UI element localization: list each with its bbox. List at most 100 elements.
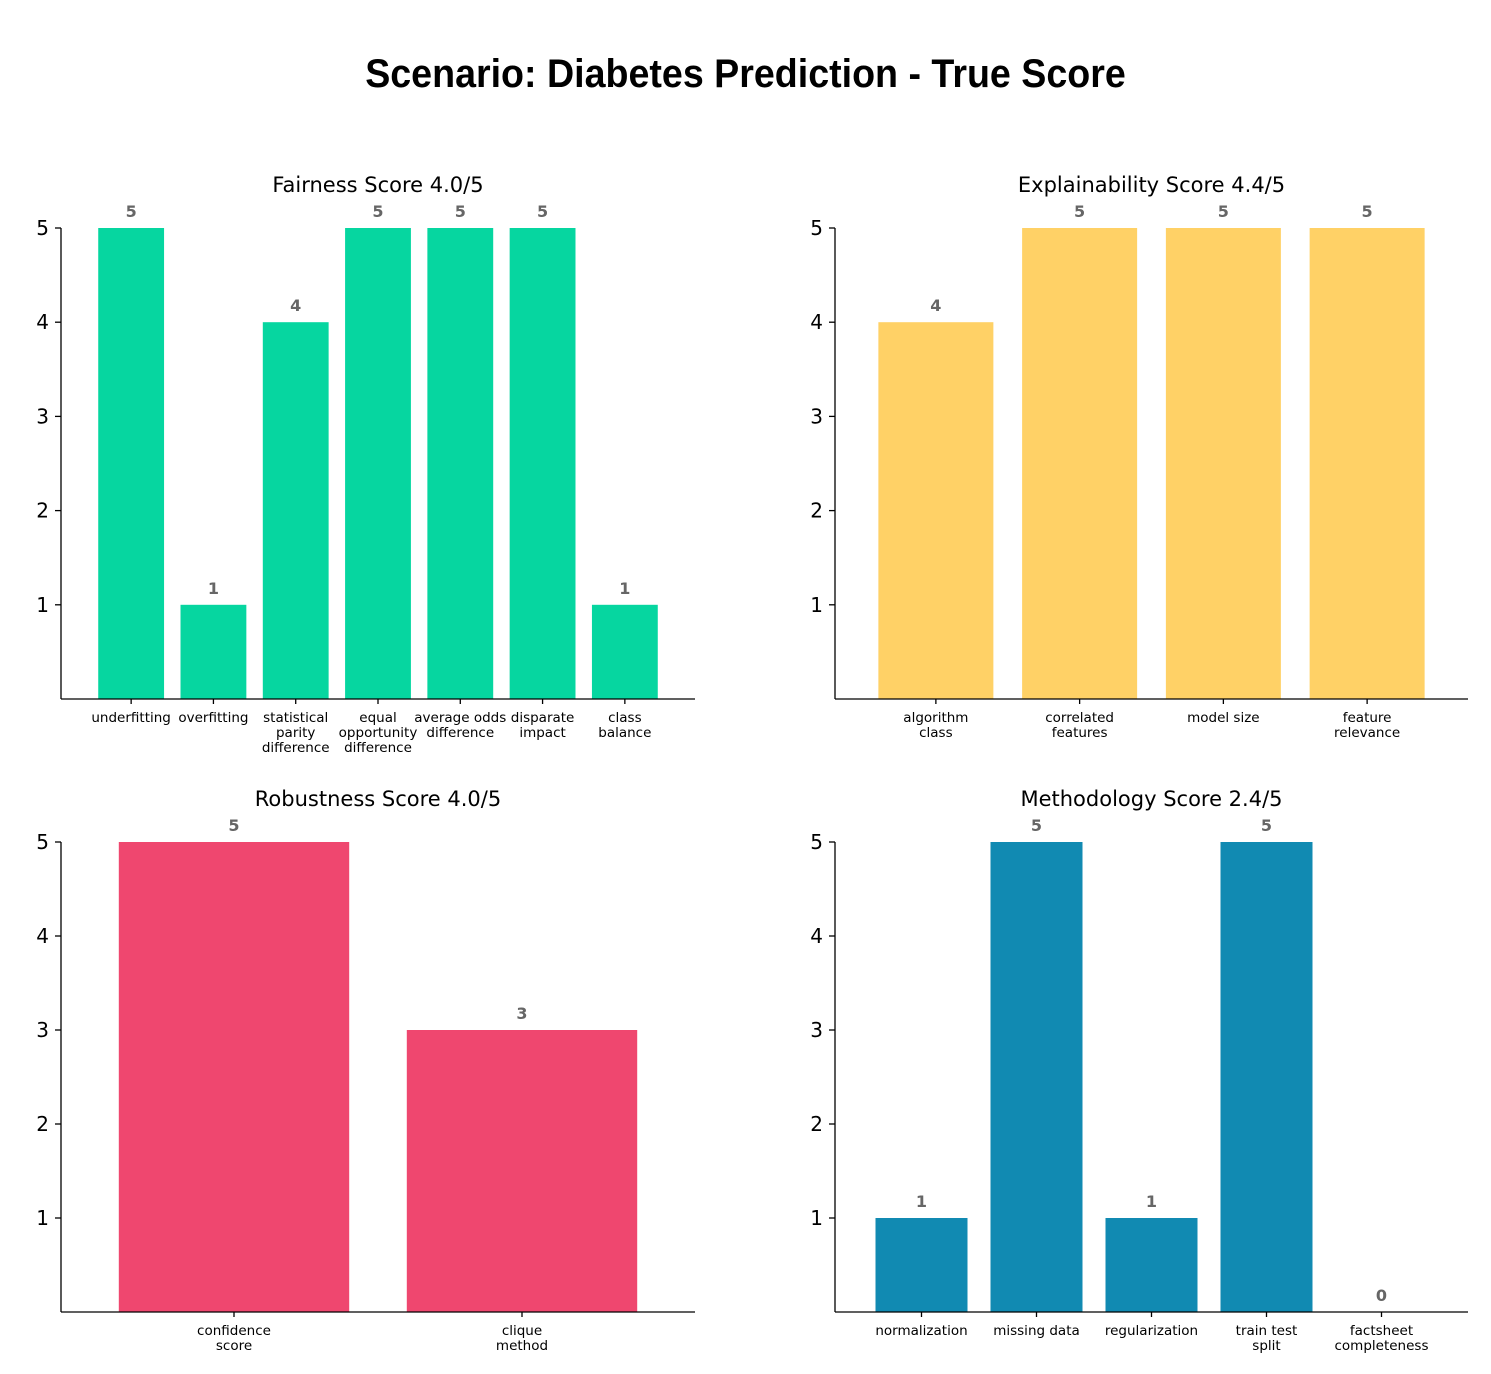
y-tick-label: 4 (36, 310, 49, 334)
bar (1220, 842, 1313, 1312)
x-tick-label: statistical parity difference (262, 710, 330, 756)
chart-title: Robustness Score 4.0/5 (255, 787, 501, 811)
y-tick-label: 1 (810, 1206, 823, 1230)
y-tick-label: 5 (36, 830, 49, 854)
data-label: 5 (537, 202, 548, 221)
chart-panel-2: Explainability Score 4.4/5 4 algorithm clas… (810, 173, 1468, 741)
y-tick-label: 4 (36, 924, 49, 948)
bar (1165, 228, 1281, 699)
x-tick-label: normalization (875, 1323, 967, 1339)
x-tick-label-line: score (216, 1338, 252, 1354)
x-tick-label-line: overfitting (178, 710, 248, 726)
data-label: 1 (208, 579, 219, 598)
bar (591, 604, 658, 699)
data-label: 5 (1074, 202, 1085, 221)
chart-title: Fairness Score 4.0/5 (272, 173, 483, 197)
x-tick-label-line: opportunity (339, 725, 418, 741)
data-label: 5 (455, 202, 466, 221)
x-tick-label-line: algorithm (903, 710, 968, 726)
x-tick-label-line: difference (344, 740, 412, 756)
x-tick-label: class balance (598, 710, 651, 741)
y-tick-label: 2 (810, 1112, 823, 1136)
x-tick-label-line: factsheet (1350, 1323, 1413, 1339)
x-tick-label-line: difference (262, 740, 330, 756)
bar (262, 322, 329, 699)
x-tick-label-line: equal (359, 710, 396, 726)
bar (878, 322, 994, 699)
data-label: 5 (1261, 816, 1272, 835)
x-tick-label: clique method (496, 1323, 548, 1354)
y-tick-label: 2 (36, 499, 49, 523)
bar (1022, 228, 1138, 699)
bar (98, 228, 165, 699)
data-label: 4 (930, 296, 941, 315)
x-tick-label-line: clique (502, 1323, 542, 1339)
y-tick-label: 1 (36, 1206, 49, 1230)
y-tick-label: 1 (36, 593, 49, 617)
x-tick-label: regularization (1105, 1323, 1198, 1339)
y-tick-label: 4 (810, 310, 823, 334)
x-tick-label-line: missing data (993, 1323, 1080, 1339)
data-label: 1 (1146, 1192, 1157, 1211)
x-tick-label-line: normalization (875, 1323, 967, 1339)
data-label: 0 (1376, 1286, 1387, 1305)
x-tick-label: algorithm class (903, 710, 968, 741)
bar (1309, 228, 1425, 699)
x-tick-label: disparate impact (511, 710, 575, 741)
bar (1105, 1218, 1198, 1312)
data-label: 4 (290, 296, 301, 315)
x-tick-label-line: completeness (1335, 1338, 1429, 1354)
y-tick-label: 3 (36, 404, 49, 428)
x-tick-label-line: regularization (1105, 1323, 1198, 1339)
bar (118, 842, 350, 1312)
x-tick-label: model size (1187, 710, 1260, 726)
chart-panel-1: Fairness Score 4.0/5 5 underfitting 1 overfi… (36, 173, 695, 756)
x-tick-label-line: model size (1187, 710, 1260, 726)
data-label: 5 (1031, 816, 1042, 835)
y-tick-label: 5 (36, 216, 49, 240)
x-tick-label: equal opportunity difference (339, 710, 418, 756)
x-tick-label-line: class (608, 710, 642, 726)
y-tick-label: 1 (810, 593, 823, 617)
x-tick-label: factsheet completeness (1335, 1323, 1429, 1354)
x-tick-label: underfitting (91, 710, 171, 726)
data-label: 1 (619, 579, 630, 598)
chart-title: Methodology Score 2.4/5 (1020, 787, 1282, 811)
bar (345, 228, 411, 699)
bar (427, 228, 494, 699)
data-label: 5 (1362, 202, 1373, 221)
x-tick-label-line: average odds (414, 710, 506, 726)
x-tick-label-line: train test (1236, 1323, 1298, 1339)
data-label: 3 (516, 1004, 527, 1023)
bar (990, 842, 1083, 1312)
y-tick-label: 3 (36, 1018, 49, 1042)
x-tick-label-line: features (1052, 725, 1108, 741)
x-tick-label-line: parity (276, 725, 315, 741)
x-tick-label-line: disparate (511, 710, 575, 726)
chart-title: Explainability Score 4.4/5 (1018, 173, 1285, 197)
x-tick-label: feature relevance (1334, 710, 1400, 741)
x-tick-label-line: feature (1343, 710, 1392, 726)
y-tick-label: 3 (810, 404, 823, 428)
x-tick-label-line: impact (519, 725, 565, 741)
bar (509, 228, 576, 699)
x-tick-label-line: relevance (1334, 725, 1400, 741)
x-tick-label-line: class (919, 725, 953, 741)
data-label: 5 (126, 202, 137, 221)
data-label: 1 (916, 1192, 927, 1211)
x-tick-label: overfitting (178, 710, 248, 726)
y-tick-label: 3 (810, 1018, 823, 1042)
y-tick-label: 4 (810, 924, 823, 948)
data-label: 5 (372, 202, 383, 221)
x-tick-label-line: correlated (1045, 710, 1114, 726)
x-tick-label-line: split (1252, 1338, 1280, 1354)
x-tick-label: train test split (1236, 1323, 1298, 1354)
x-tick-label-line: statistical (263, 710, 328, 726)
x-tick-label: average odds difference (414, 710, 506, 741)
y-tick-label: 5 (810, 216, 823, 240)
x-tick-label: correlated features (1045, 710, 1114, 741)
bar (875, 1218, 968, 1312)
x-tick-label-line: difference (426, 725, 494, 741)
x-tick-label-line: method (496, 1338, 548, 1354)
